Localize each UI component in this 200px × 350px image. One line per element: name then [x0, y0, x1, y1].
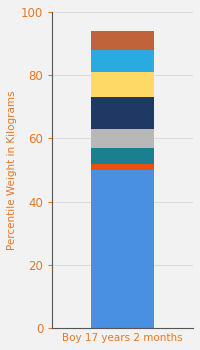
- Bar: [91, 170, 154, 328]
- Y-axis label: Percentile Weight in Kilograms: Percentile Weight in Kilograms: [7, 90, 17, 250]
- Bar: [91, 129, 154, 148]
- Bar: [91, 164, 154, 170]
- Bar: [91, 31, 154, 50]
- Bar: [91, 97, 154, 129]
- Bar: [91, 72, 154, 97]
- Bar: [91, 148, 154, 164]
- Bar: [91, 50, 154, 72]
